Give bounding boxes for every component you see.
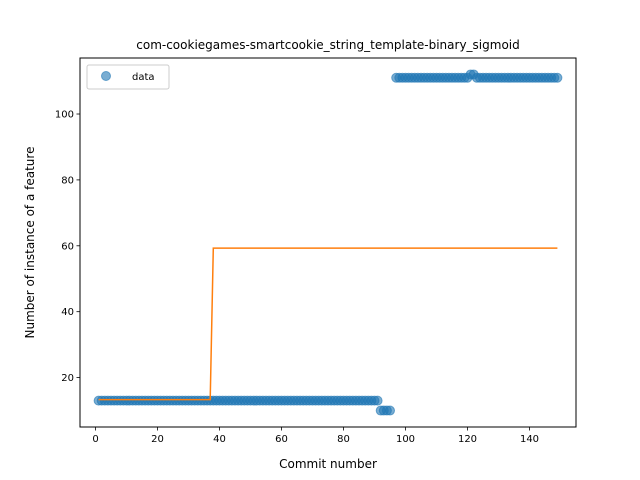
data-point — [385, 405, 395, 416]
plot-area — [93, 69, 563, 416]
x-tick-label: 140 — [520, 434, 539, 445]
x-tick-label: 80 — [337, 434, 350, 445]
data-point — [372, 395, 383, 406]
x-tick-label: 100 — [396, 434, 415, 445]
chart-title: com-cookiegames-smartcookie_string_templ… — [136, 38, 520, 52]
y-tick-label: 100 — [55, 110, 74, 121]
legend: data — [86, 64, 170, 90]
y-tick-label: 20 — [61, 373, 74, 384]
x-axis-label: Commit number — [279, 457, 377, 471]
legend-marker-data — [101, 71, 111, 81]
x-tick-label: 40 — [213, 434, 226, 445]
y-axis-label: Number of instance of a feature — [23, 147, 37, 339]
y-tick-label: 40 — [61, 307, 74, 318]
legend-box — [86, 64, 170, 90]
x-tick-label: 120 — [458, 434, 477, 445]
x-tick-label: 20 — [151, 434, 164, 445]
y-tick-label: 60 — [61, 241, 74, 252]
axes-frame — [79, 57, 577, 428]
axis-ticks: 0 20 40 60 80 100 120 140 20 40 60 80 100 — [55, 110, 539, 445]
fit-line — [98, 247, 558, 401]
y-tick-label: 80 — [61, 175, 74, 186]
data-point — [552, 72, 563, 83]
legend-label-data: data — [132, 72, 155, 83]
x-tick-label: 60 — [275, 434, 288, 445]
x-tick-label: 0 — [92, 434, 98, 445]
